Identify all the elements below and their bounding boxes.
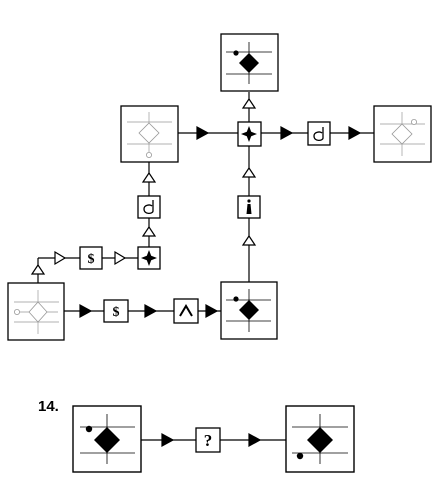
figure-box-bottom-center xyxy=(220,281,278,340)
small-circle-shape xyxy=(145,151,152,158)
question-mark-text: ? xyxy=(204,431,213,450)
four-point-star-icon xyxy=(241,126,257,142)
dot-shape xyxy=(85,425,93,433)
solid-diamond-shape xyxy=(307,427,333,453)
solid-diamond-shape xyxy=(239,53,259,73)
operator-star-center xyxy=(237,121,262,147)
operator-loop-left xyxy=(137,195,161,219)
arrow-hollow-up xyxy=(241,97,257,109)
dot-shape xyxy=(233,50,239,56)
figure-box-top-left xyxy=(120,105,179,163)
operator-loop-right xyxy=(307,121,331,146)
question-figure-left xyxy=(72,405,142,473)
arrowheads xyxy=(30,97,362,448)
arrow-solid-right xyxy=(205,303,219,319)
dollar-sign-text: $ xyxy=(88,252,95,267)
arrow-hollow-up xyxy=(241,166,257,178)
figure-box-bottom-left xyxy=(7,282,65,341)
small-circle-shape xyxy=(410,119,417,126)
arrow-solid-right xyxy=(348,125,362,141)
arrow-hollow-right xyxy=(54,250,67,266)
light-diamond-shape xyxy=(138,122,160,144)
loop-icon xyxy=(143,200,154,215)
question-figure-right xyxy=(285,405,355,473)
arrow-hollow-up xyxy=(30,263,46,275)
light-diamond-shape xyxy=(391,123,413,145)
arrow-solid-right xyxy=(248,432,262,448)
operator-star-left xyxy=(137,246,161,270)
arrow-solid-right xyxy=(196,125,210,141)
arrow-solid-right xyxy=(144,303,158,319)
small-circle-shape xyxy=(13,308,20,315)
dollar-sign-text: $ xyxy=(113,305,120,320)
operator-inverted-i xyxy=(237,195,261,219)
arrow-solid-right xyxy=(280,125,294,141)
operator-dollar-top: $ xyxy=(79,246,103,270)
arrow-hollow-up xyxy=(141,171,157,183)
operator-unknown: ? xyxy=(195,427,221,453)
arrow-solid-right xyxy=(79,303,93,319)
dot-shape xyxy=(296,452,304,460)
light-diamond-shape xyxy=(28,301,48,323)
dot-shape xyxy=(233,296,239,302)
arrow-solid-right xyxy=(161,432,175,448)
arrow-hollow-up xyxy=(241,234,257,246)
question-number-label: 14. xyxy=(38,398,59,415)
operator-dollar-bottom: $ xyxy=(103,299,129,323)
arrow-hollow-right xyxy=(114,250,127,266)
solid-diamond-shape xyxy=(239,300,259,320)
arrow-hollow-up xyxy=(141,225,157,237)
four-point-star-icon xyxy=(141,250,157,266)
caret-icon xyxy=(179,304,193,317)
figure-box-top xyxy=(220,33,279,92)
i-dot-icon xyxy=(247,199,251,203)
figure-box-right xyxy=(373,105,432,163)
operator-caret xyxy=(173,298,199,324)
loop-icon xyxy=(313,127,324,142)
solid-diamond-shape xyxy=(94,427,120,453)
i-stem-icon xyxy=(246,204,252,214)
